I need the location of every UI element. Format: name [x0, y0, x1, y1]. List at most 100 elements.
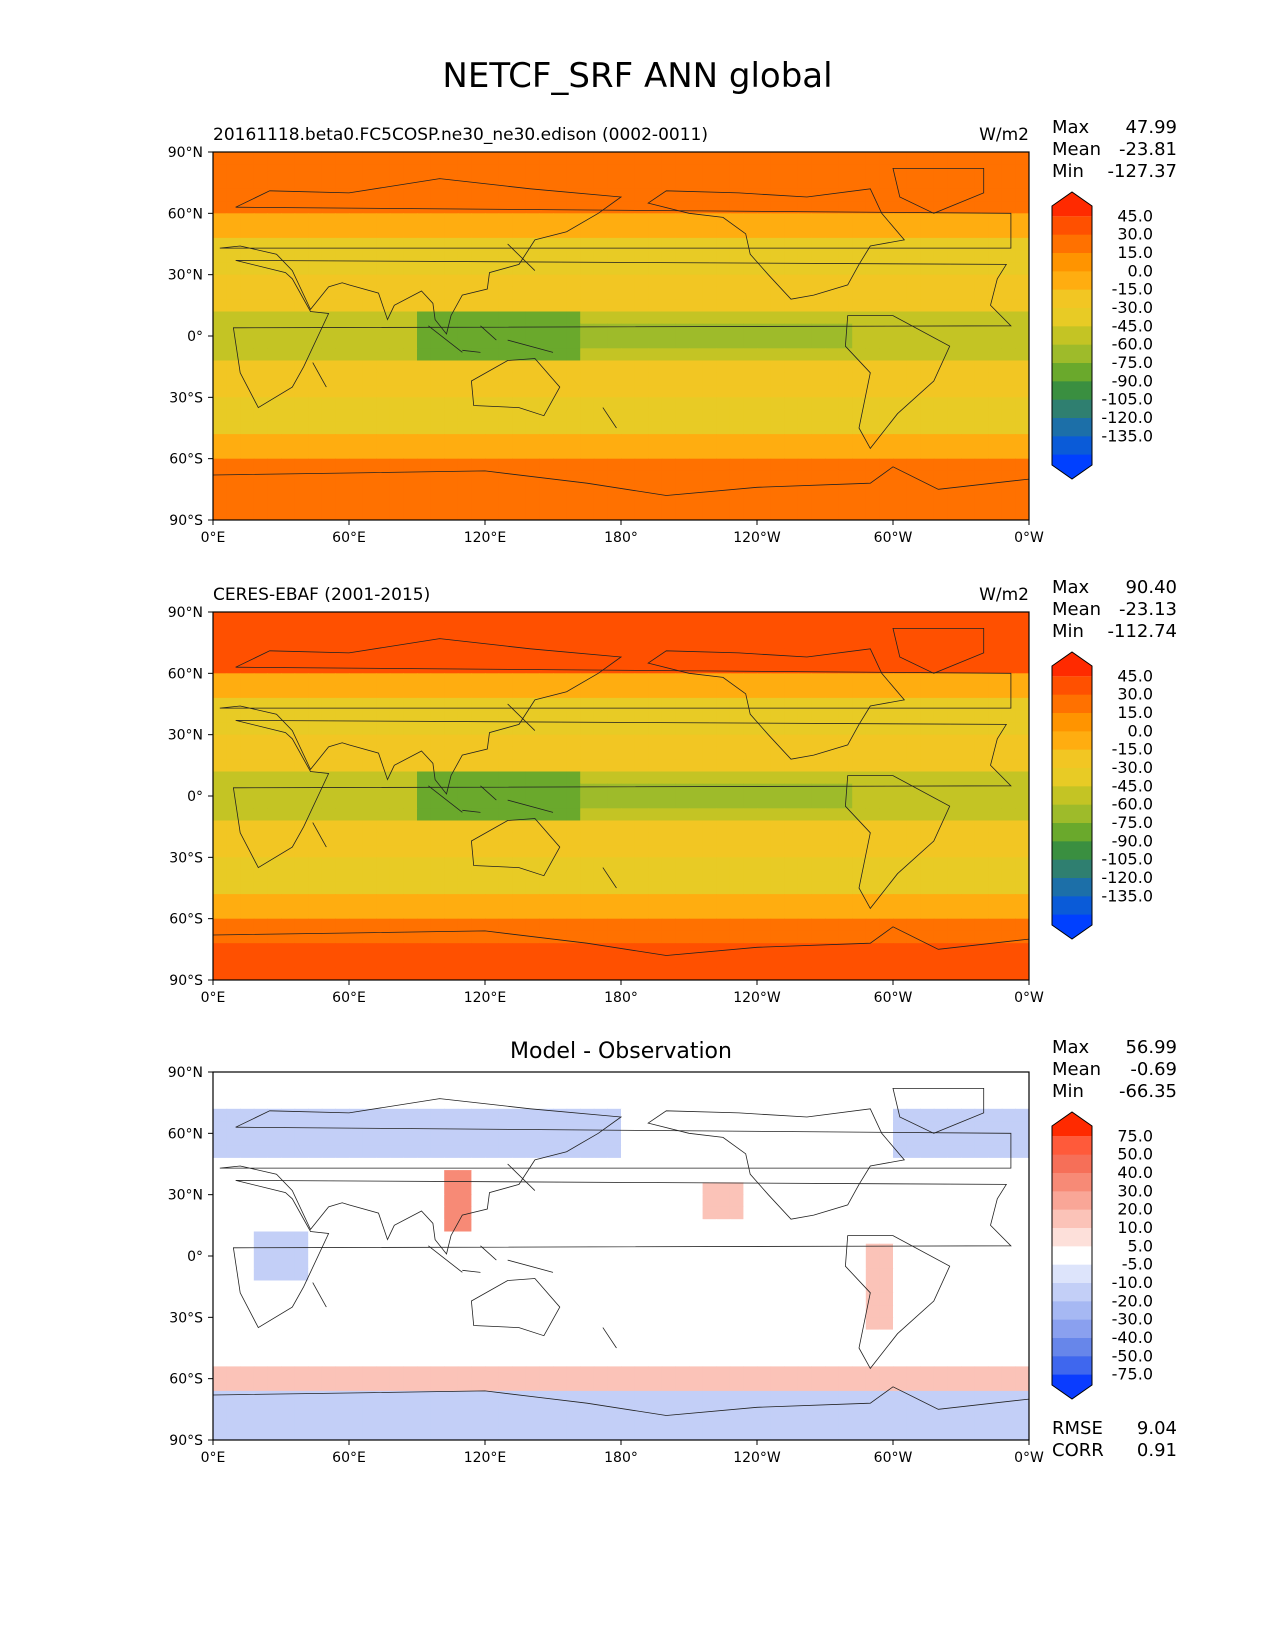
field-cell — [879, 1121, 894, 1134]
field-cell — [376, 274, 391, 288]
field-cell — [525, 624, 540, 638]
field-cell — [1001, 274, 1016, 288]
field-cell — [893, 955, 908, 969]
field-cell — [933, 955, 948, 969]
field-cell — [1001, 685, 1016, 699]
field-cell — [525, 1243, 540, 1257]
field-cell — [920, 311, 935, 325]
field-cell — [702, 930, 717, 944]
field-cell — [825, 360, 840, 374]
field-cell — [743, 943, 758, 957]
field-cell — [757, 612, 772, 625]
field-cell — [240, 434, 255, 447]
field-cell — [253, 832, 268, 846]
field-cell — [321, 783, 336, 797]
field-cell — [947, 636, 962, 650]
field-cell — [417, 213, 432, 227]
field-cell — [349, 225, 364, 239]
field-cell — [729, 881, 744, 895]
field-cell — [457, 1145, 472, 1159]
field-cell — [267, 869, 282, 883]
field-cell — [498, 857, 513, 871]
field-cell — [852, 869, 867, 883]
colorbar-cell — [1052, 326, 1092, 346]
field-cell — [811, 771, 826, 785]
field-cell — [553, 1096, 568, 1110]
field-cell — [471, 832, 486, 846]
field-cell — [716, 624, 731, 638]
field-cell — [689, 624, 704, 638]
field-cell — [675, 409, 690, 423]
field-cell — [376, 1157, 391, 1171]
field-cell — [974, 409, 989, 423]
field-cell — [213, 1145, 228, 1159]
field-cell — [430, 385, 445, 398]
field-cell — [811, 164, 826, 178]
field-cell — [865, 409, 880, 423]
field-cell — [811, 845, 826, 858]
field-cell — [634, 1072, 649, 1085]
field-cell — [852, 1133, 867, 1147]
field-cell — [675, 820, 690, 834]
field-cell — [403, 808, 418, 822]
field-cell — [580, 796, 595, 809]
field-cell — [757, 1268, 772, 1282]
field-cell — [321, 1170, 336, 1183]
field-cell — [974, 1219, 989, 1233]
field-cell — [553, 372, 568, 386]
field-cell — [335, 470, 350, 484]
field-cell — [838, 262, 853, 276]
field-cell — [335, 734, 350, 748]
field-cell — [321, 759, 336, 773]
field-cell — [920, 1096, 935, 1110]
field-cell — [539, 458, 554, 472]
field-cell — [525, 1170, 540, 1183]
field-cell — [281, 1317, 296, 1331]
field-cell — [784, 722, 799, 736]
field-cell — [1001, 1096, 1016, 1110]
field-cell — [825, 299, 840, 313]
field-cell — [485, 661, 500, 674]
field-cell — [485, 624, 500, 638]
field-cell — [485, 446, 500, 460]
field-cell — [947, 1170, 962, 1183]
field-cell — [389, 722, 404, 736]
field-cell — [661, 746, 676, 760]
field-cell — [281, 360, 296, 374]
field-cell — [933, 176, 948, 190]
field-cell — [525, 673, 540, 687]
field-cell — [213, 1133, 228, 1147]
field-cell — [403, 507, 418, 520]
field-cell — [430, 409, 445, 423]
field-cell — [294, 746, 309, 760]
field-cell — [593, 1157, 608, 1171]
field-cell — [267, 152, 282, 165]
field-cell — [294, 1108, 309, 1122]
field-cell — [811, 906, 826, 920]
field-cell — [308, 274, 323, 288]
field-cell — [213, 470, 228, 484]
field-cell — [621, 213, 636, 227]
field-cell — [879, 360, 894, 374]
field-cell — [403, 385, 418, 398]
field-cell — [702, 955, 717, 969]
field-cell — [553, 881, 568, 895]
field-cell — [838, 722, 853, 736]
field-cell — [430, 685, 445, 699]
field-cell — [729, 360, 744, 374]
field-cell — [213, 697, 228, 711]
field-cell — [865, 1243, 880, 1257]
field-cell — [879, 286, 894, 300]
field-cell — [321, 409, 336, 423]
field-cell — [553, 894, 568, 907]
field-cell — [757, 1292, 772, 1306]
stat-value: 90.40 — [1125, 577, 1177, 598]
field-cell — [933, 1256, 948, 1269]
field-cell — [811, 421, 826, 435]
field-cell — [580, 930, 595, 944]
field-cell — [797, 225, 812, 239]
field-cell — [811, 710, 826, 723]
field-cell — [253, 1268, 268, 1282]
field-cell — [253, 697, 268, 711]
field-cell — [933, 225, 948, 239]
